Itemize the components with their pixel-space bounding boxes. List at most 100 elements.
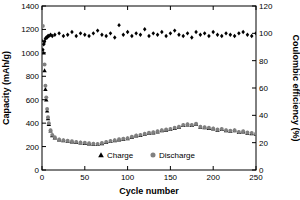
- diamond-point: [70, 30, 74, 34]
- triangle-point: [241, 129, 245, 133]
- circle-point: [198, 125, 202, 129]
- y-tick-label: 200: [26, 143, 40, 152]
- triangle-point: [83, 141, 87, 145]
- triangle-point: [185, 122, 189, 126]
- y-tick-label: 400: [26, 119, 40, 128]
- x-tick: [256, 166, 257, 170]
- triangle-point: [254, 132, 256, 136]
- legend-label: Discharge: [159, 151, 196, 160]
- y-tick: [42, 146, 46, 147]
- y-tick-label: 1000: [21, 49, 39, 58]
- diamond-point: [139, 33, 143, 37]
- triangle-point: [125, 136, 129, 140]
- y-tick: [42, 76, 46, 77]
- x-tick-top: [127, 6, 128, 10]
- circle-point: [61, 138, 65, 142]
- diamond-point: [229, 33, 233, 37]
- triangle-point: [207, 126, 211, 130]
- circle-point: [113, 138, 117, 142]
- y-tick-label: 600: [26, 96, 40, 105]
- circle-point: [66, 139, 70, 143]
- diamond-point: [233, 34, 237, 38]
- diamond-point: [216, 33, 220, 37]
- y2-tick-label: 80: [259, 57, 268, 66]
- circle-point: [147, 131, 151, 135]
- y2-tick-label: 40: [259, 111, 268, 120]
- circle-point: [121, 137, 125, 141]
- triangle-point: [147, 131, 151, 135]
- y2-tick: [252, 115, 256, 116]
- circle-point: [46, 115, 50, 119]
- circle-point: [83, 141, 87, 145]
- y-tick-label: 1200: [21, 25, 39, 34]
- circle-point: [173, 126, 177, 130]
- y2-tick: [252, 88, 256, 89]
- diamond-point: [53, 33, 57, 37]
- triangle-point: [78, 141, 82, 145]
- x-tick-label: 150: [164, 173, 178, 182]
- y2-tick-label: 100: [259, 29, 273, 38]
- triangle-point: [237, 130, 241, 134]
- circle-point: [194, 122, 198, 126]
- diamond-point: [109, 31, 113, 35]
- diamond-point: [237, 31, 241, 35]
- x-tick: [213, 166, 214, 170]
- triangle-point: [245, 131, 249, 135]
- circle-point: [130, 135, 134, 139]
- y2-tick-label: 60: [259, 84, 268, 93]
- circle-point: [224, 128, 228, 132]
- diamond-point: [190, 35, 194, 39]
- x-tick: [42, 166, 43, 170]
- diamond-point: [254, 31, 256, 35]
- diamond-point: [177, 33, 181, 37]
- circle-point: [109, 139, 113, 143]
- circle-point: [53, 135, 57, 139]
- y2-tick-label: 120: [259, 2, 273, 11]
- legend-marker: [98, 152, 104, 157]
- diamond-point: [164, 34, 168, 38]
- circle-point: [47, 121, 51, 125]
- y-tick: [42, 29, 46, 30]
- circle-point: [104, 140, 108, 144]
- circle-point: [49, 128, 53, 132]
- circle-point: [211, 126, 215, 130]
- diamond-point: [96, 28, 100, 32]
- triangle-point: [108, 139, 112, 143]
- triangle-point: [113, 138, 117, 142]
- diamond-point: [220, 34, 224, 38]
- triangle-point: [57, 138, 61, 142]
- circle-point: [190, 123, 194, 127]
- circle-point: [245, 131, 249, 135]
- triangle-point: [74, 140, 78, 144]
- diamond-point: [156, 33, 160, 37]
- circle-point: [181, 123, 185, 127]
- y2-tick-label: 0: [259, 166, 264, 175]
- circle-point: [143, 132, 147, 136]
- diamond-point: [207, 34, 211, 38]
- triangle-point: [168, 127, 172, 131]
- triangle-point: [91, 142, 95, 146]
- circle-point: [177, 125, 181, 129]
- circle-point: [91, 142, 95, 146]
- diamond-point: [203, 31, 207, 35]
- triangle-point: [121, 137, 125, 141]
- circle-point: [45, 107, 49, 111]
- triangle-point: [61, 138, 65, 142]
- circle-point: [151, 130, 155, 134]
- triangle-point: [47, 122, 51, 126]
- diamond-point: [87, 34, 91, 38]
- circle-point: [160, 128, 164, 132]
- y2-tick: [252, 60, 256, 61]
- circle-point: [43, 84, 47, 88]
- y-tick: [42, 123, 46, 124]
- triangle-point: [164, 128, 168, 132]
- circle-point: [220, 127, 224, 131]
- diamond-point: [104, 34, 108, 38]
- diamond-point: [160, 30, 164, 34]
- triangle-point: [143, 132, 147, 136]
- diamond-point: [199, 33, 203, 37]
- y2-tick-label: 20: [259, 139, 268, 148]
- triangle-point: [172, 126, 176, 130]
- y-tick-label: 800: [26, 72, 40, 81]
- diamond-point: [117, 23, 121, 27]
